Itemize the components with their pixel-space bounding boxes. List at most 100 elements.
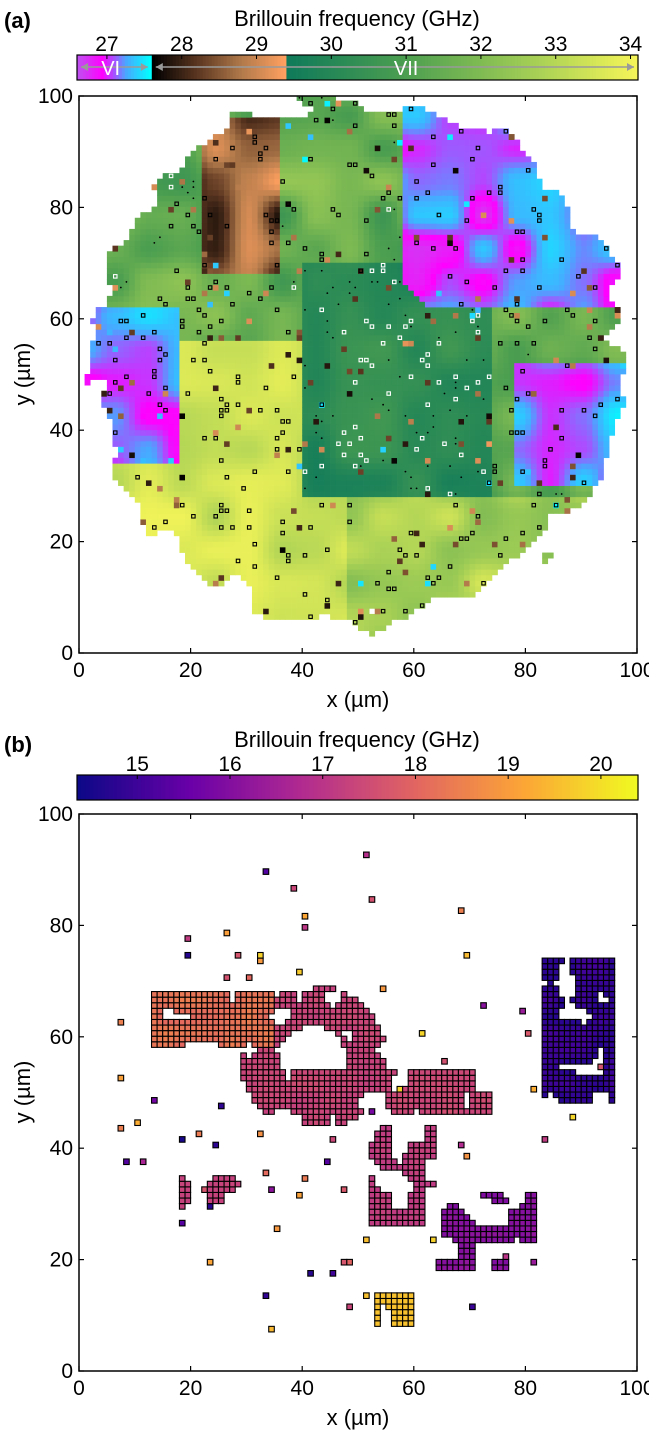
map-a-cell	[207, 502, 214, 509]
map-a-marker	[414, 179, 419, 184]
map-a-cell	[257, 217, 264, 224]
map-a-cell	[212, 150, 219, 157]
map-a-cell	[101, 323, 108, 330]
map-a-cell	[285, 429, 292, 436]
map-a-cell	[330, 569, 337, 576]
map-a-cell	[413, 418, 420, 425]
map-a-cell	[352, 496, 359, 503]
map-a-cell	[397, 273, 403, 280]
map-a-cell	[307, 189, 314, 196]
map-a-cell	[112, 390, 119, 397]
map-a-cell	[335, 284, 342, 291]
map-a-cell	[330, 507, 337, 514]
map-a-cell	[279, 267, 286, 274]
map-a-cell	[268, 591, 275, 598]
map-a-cell	[157, 362, 164, 369]
map-a-cell	[408, 329, 415, 336]
map-a-cell	[369, 212, 376, 219]
map-a-cell	[257, 323, 264, 330]
map-a-cell	[212, 513, 219, 520]
map-a-cell	[285, 446, 292, 453]
map-a-cell	[302, 602, 309, 609]
map-a-cell	[151, 385, 158, 392]
map-a-cell	[140, 429, 147, 436]
map-a-cell	[307, 530, 314, 537]
map-a-cell	[324, 496, 331, 503]
map-a-marker	[285, 201, 291, 207]
map-a-marker	[285, 419, 291, 424]
map-a-cell	[397, 396, 403, 403]
map-a-cell	[291, 267, 297, 274]
map-a-cell	[380, 117, 387, 124]
map-a-cell	[268, 558, 275, 565]
map-a-cell	[224, 385, 231, 392]
map-a-cell	[263, 513, 270, 520]
map-a-cell	[330, 245, 337, 252]
map-a-cell	[235, 267, 242, 274]
map-a-cell	[358, 189, 364, 196]
map-a-cell	[196, 201, 203, 207]
map-a-cell	[374, 597, 381, 604]
map-a-cell	[285, 401, 292, 408]
map-a-cell	[374, 602, 381, 609]
map-a-cell	[380, 424, 387, 431]
map-a-cell	[291, 228, 297, 235]
map-a-cell	[402, 346, 409, 353]
map-a-cell	[369, 507, 376, 514]
map-a-cell	[263, 251, 270, 258]
map-a-cell	[263, 580, 270, 587]
map-a-cell	[307, 563, 314, 570]
map-a-marker	[258, 296, 263, 301]
map-a-cell	[112, 457, 119, 464]
map-a-cell	[380, 145, 387, 152]
map-a-marker	[386, 569, 391, 575]
map-a-marker	[107, 341, 112, 346]
map-a-cell	[391, 396, 398, 403]
map-a-cell	[157, 418, 164, 425]
panel-a-label: (a)	[4, 8, 31, 33]
map-a-cell	[335, 262, 342, 269]
map-a-cell	[251, 535, 258, 542]
map-a-cell	[296, 463, 303, 470]
map-a-cell	[134, 362, 141, 369]
map-a-cell	[274, 195, 281, 202]
map-a-cell	[313, 240, 320, 247]
map-a-cell	[168, 201, 175, 207]
map-a-cell	[285, 184, 292, 191]
map-a-cell	[140, 424, 147, 431]
map-a-cell	[84, 379, 91, 386]
map-a-cell	[385, 574, 392, 581]
map-a-cell	[235, 167, 242, 174]
map-a-cell	[251, 240, 258, 247]
map-a-cell	[229, 139, 236, 146]
map-a-cell	[106, 385, 113, 392]
map-a-marker	[202, 435, 207, 441]
map-a-cell	[207, 435, 214, 442]
map-a-cell	[346, 401, 353, 408]
map-a-cell	[363, 323, 370, 330]
map-a-cell	[358, 491, 364, 498]
map-a-cell	[397, 323, 403, 330]
map-a-cell	[190, 206, 197, 213]
map-a-cell	[335, 491, 342, 498]
map-a-cell	[190, 468, 197, 475]
map-a-marker	[408, 318, 414, 324]
map-a-cell	[279, 284, 286, 291]
map-a-cell	[207, 541, 214, 548]
map-a-cell	[346, 156, 353, 163]
map-a-cell	[330, 496, 337, 503]
map-a-cell	[296, 580, 303, 587]
map-a-cell	[229, 491, 236, 498]
map-a-cell	[151, 513, 158, 520]
map-a-cell	[268, 323, 275, 330]
map-a-cell	[391, 485, 398, 492]
map-a-cell	[352, 530, 359, 537]
map-a-cell	[402, 591, 409, 598]
map-a-marker	[258, 156, 263, 162]
map-a-cell	[313, 161, 320, 168]
map-a-cell	[168, 413, 175, 419]
map-a-marker	[163, 301, 168, 307]
map-a-cell	[112, 362, 119, 369]
map-a-cell	[162, 206, 169, 213]
map-a-cell	[296, 262, 303, 269]
